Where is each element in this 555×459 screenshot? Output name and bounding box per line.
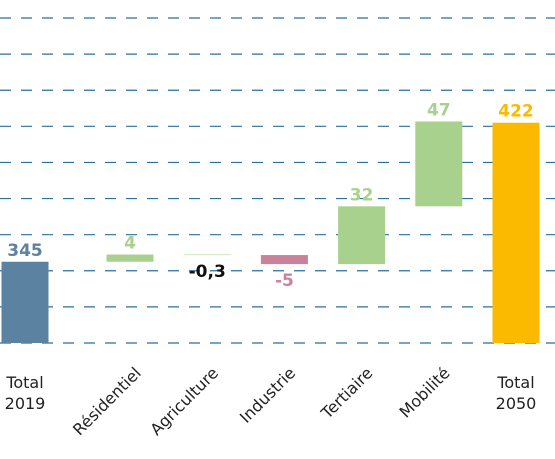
x-tick-label: Agriculture	[146, 363, 222, 439]
bar	[1, 261, 49, 343]
bar	[492, 122, 540, 343]
bar	[338, 206, 386, 265]
value-label: -5	[275, 271, 294, 291]
bar	[183, 254, 231, 256]
x-tick-label: Mobilité	[396, 363, 454, 421]
x-tick-label: Total 2050	[495, 373, 537, 413]
x-tick-label: Tertiaire	[317, 363, 377, 423]
value-label: 345	[7, 241, 43, 261]
bar	[260, 255, 308, 265]
x-tick-label: Total 2019	[4, 373, 46, 413]
value-label: 422	[498, 102, 534, 122]
bar	[415, 121, 463, 207]
value-label: 47	[427, 100, 451, 120]
value-label: 32	[350, 185, 374, 205]
x-tick-label: Industrie	[236, 363, 299, 426]
value-label: -0,3	[189, 262, 226, 282]
x-tick-label: Résidentiel	[69, 363, 145, 439]
bar	[106, 254, 154, 262]
value-label: 4	[124, 234, 136, 254]
